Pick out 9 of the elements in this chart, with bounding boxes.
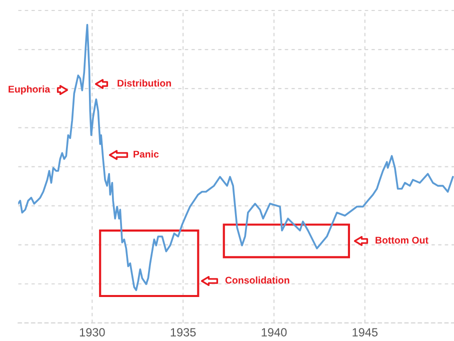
- x-tick-label: 1935: [170, 328, 196, 336]
- annotation: Consolidation: [225, 276, 290, 284]
- annotation: Bottom Out: [376, 236, 428, 244]
- annotation: Panic: [134, 150, 159, 158]
- annotation: Euphoria: [8, 85, 50, 95]
- x-tick-label: 1945: [352, 328, 378, 336]
- annotation: Distribution: [118, 79, 171, 87]
- x-tick-label: 1930: [80, 328, 105, 336]
- x-tick-label: 1940: [262, 328, 287, 336]
